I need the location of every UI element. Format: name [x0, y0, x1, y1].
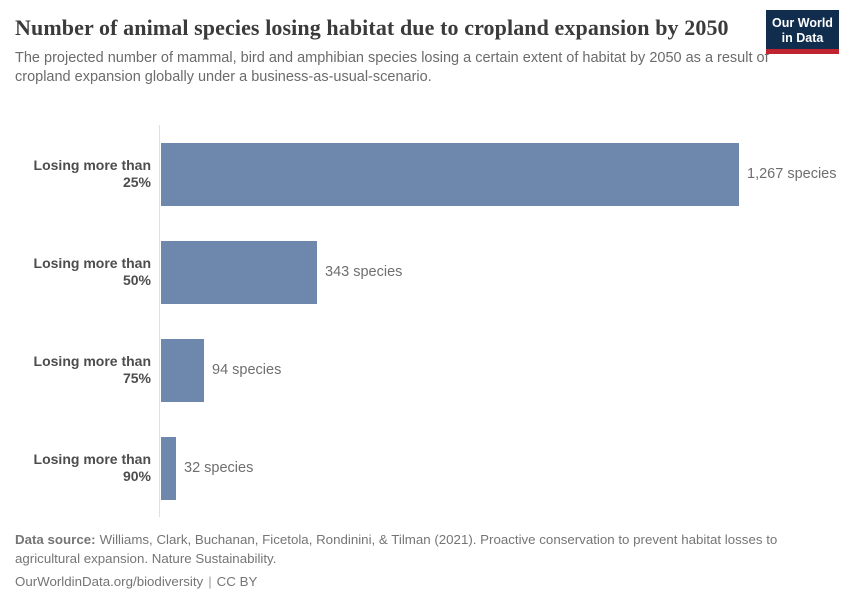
- bar[interactable]: [161, 436, 176, 500]
- y-axis-line: [159, 125, 160, 517]
- bar-row: Losing more than 25% 1,267 species: [15, 125, 837, 223]
- footer-separator: |: [208, 574, 212, 589]
- bar[interactable]: [161, 142, 739, 206]
- bar-chart: Losing more than 25% 1,267 species Losing …: [15, 125, 837, 517]
- owid-logo-line2: in Data: [781, 30, 824, 45]
- bar-wrap: 1,267 species: [161, 142, 837, 206]
- category-label: Losing more than 90%: [33, 451, 151, 484]
- bar-rows: Losing more than 25% 1,267 species Losing …: [15, 125, 837, 517]
- bar[interactable]: [161, 240, 317, 304]
- category-label: Losing more than 50%: [33, 255, 151, 288]
- value-label: 32 species: [184, 460, 254, 476]
- bar-row: Losing more than 50% 343 species: [15, 223, 835, 321]
- cc-by-link[interactable]: CC BY: [216, 574, 258, 589]
- bar-wrap: 343 species: [161, 240, 403, 304]
- value-label: 343 species: [325, 264, 403, 280]
- data-source-text: Williams, Clark, Buchanan, Ficetola, Ron…: [15, 532, 778, 566]
- bar-row: Losing more than 75% 94 species: [15, 321, 835, 419]
- chart-header: Number of animal species losing habitat …: [15, 10, 839, 87]
- category-label: Losing more than 75%: [33, 353, 151, 386]
- license-line: OurWorldinData.org/biodiversity | CC BY: [15, 573, 827, 592]
- bar-wrap: 94 species: [161, 338, 282, 402]
- data-source-note: Data source: Williams, Clark, Buchanan, F…: [15, 531, 827, 568]
- category-label: Losing more than 25%: [33, 157, 151, 190]
- owid-logo[interactable]: Our World in Data: [766, 10, 839, 54]
- chart-title: Number of animal species losing habitat …: [15, 15, 729, 40]
- owid-logo-line1: Our World: [772, 16, 833, 30]
- owid-url-link[interactable]: OurWorldinData.org/biodiversity: [15, 574, 204, 589]
- bar-row: Losing more than 90% 32 species: [15, 419, 835, 517]
- chart-footer: Data source: Williams, Clark, Buchanan, F…: [15, 531, 827, 592]
- value-label: 1,267 species: [747, 166, 837, 182]
- bar[interactable]: [161, 338, 204, 402]
- value-label: 94 species: [212, 362, 282, 378]
- chart-subtitle: The projected number of mammal, bird and…: [15, 50, 769, 85]
- data-source-label: Data source:: [15, 532, 96, 547]
- bar-wrap: 32 species: [161, 436, 254, 500]
